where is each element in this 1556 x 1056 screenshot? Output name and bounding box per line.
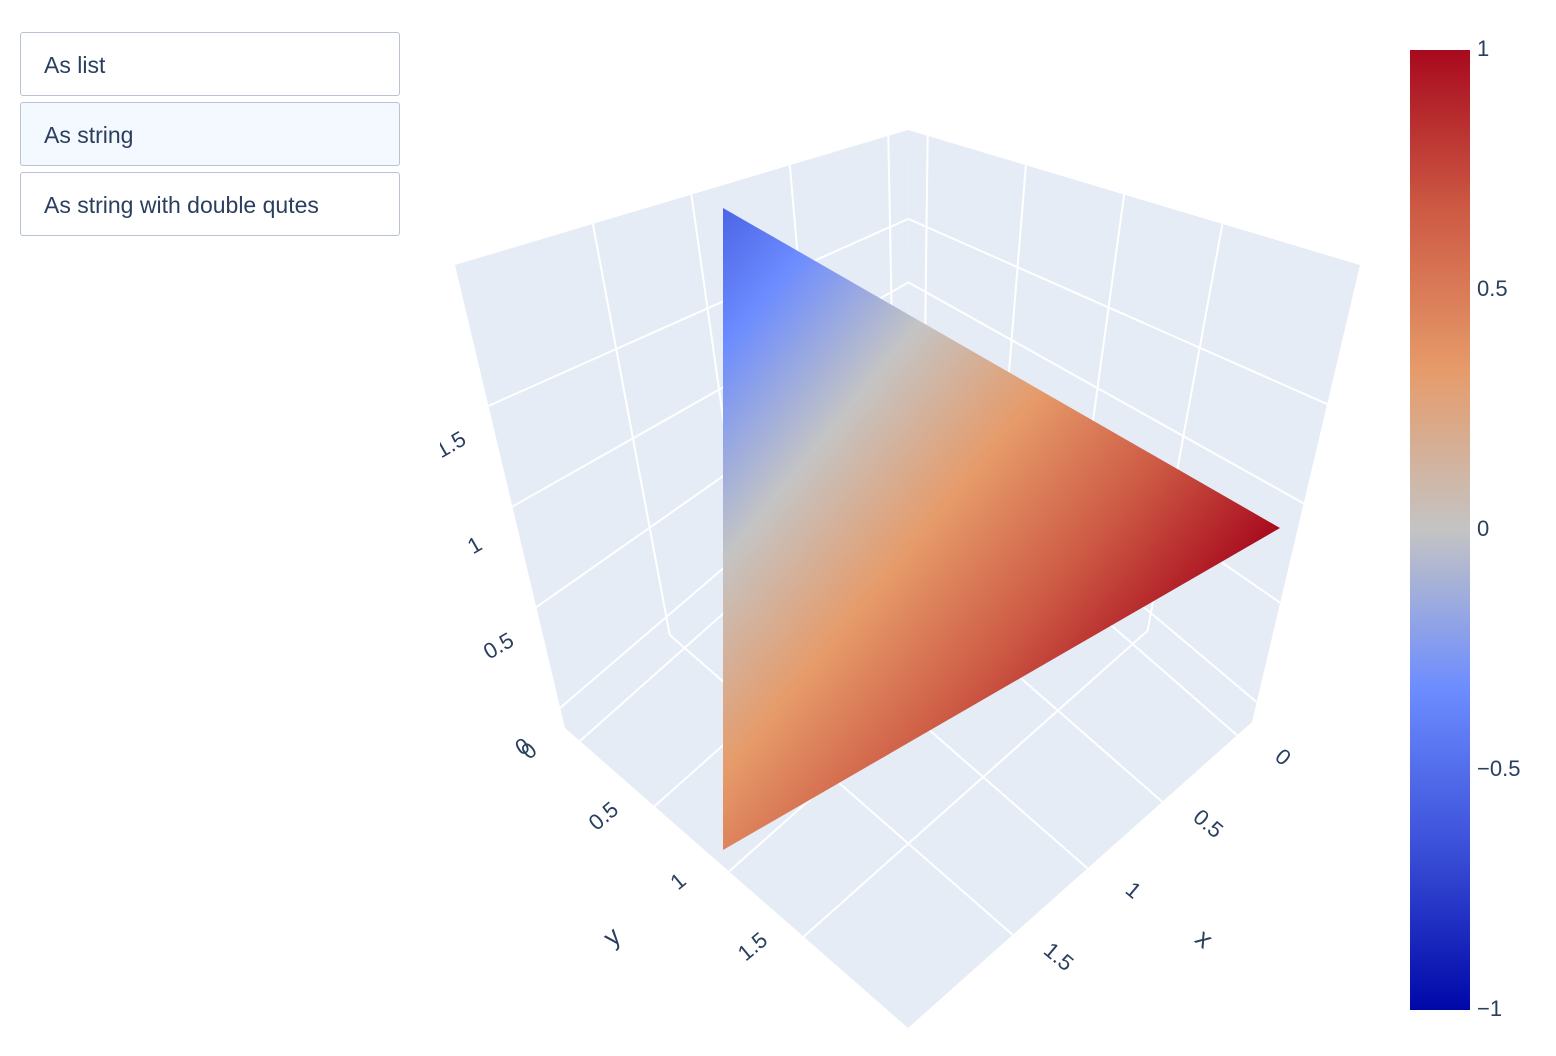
mesh-triangle (723, 208, 1280, 850)
z-tick-label: 1.5 (431, 426, 470, 463)
x-axis-title: x (1190, 923, 1219, 954)
scene: 00.511.500.511.500.511.5xy (431, 130, 1360, 1028)
colorbar-tick-label: 0 (1477, 516, 1489, 541)
grid-line (591, 223, 671, 636)
colorbar-tick-label: −1 (1477, 996, 1502, 1021)
colorbar-tick-label: 1 (1477, 36, 1489, 61)
y-tick-label: 1 (665, 868, 690, 895)
colorbar-tick-label: 0.5 (1477, 276, 1508, 301)
y-tick-label: 1.5 (733, 927, 773, 966)
colorbar-tick-label: −0.5 (1477, 756, 1520, 781)
x-tick-label: 0 (1270, 743, 1295, 770)
button[interactable]: As string (20, 102, 400, 166)
y-tick-label: 0.5 (584, 797, 624, 836)
button[interactable]: As string with double qutes (20, 172, 400, 236)
grid-line (907, 217, 1328, 406)
button[interactable]: As list (20, 32, 400, 96)
grid-line (802, 629, 1149, 938)
grid-line (908, 281, 1305, 505)
colorbar: 1 0.5 0 −0.5 −1 (1410, 36, 1520, 1021)
x-tick-label: 1.5 (1039, 937, 1079, 976)
grid-line (488, 217, 909, 407)
x-tick-label: 1 (1121, 877, 1146, 904)
z-tick-label: 1 (463, 531, 486, 559)
y-axis-title: y (597, 921, 626, 952)
z-tick-label: 0.5 (479, 627, 518, 664)
wall-pane (908, 130, 1360, 722)
colorbar-scale (1410, 50, 1470, 1010)
x-tick-label: 0.5 (1189, 804, 1229, 843)
